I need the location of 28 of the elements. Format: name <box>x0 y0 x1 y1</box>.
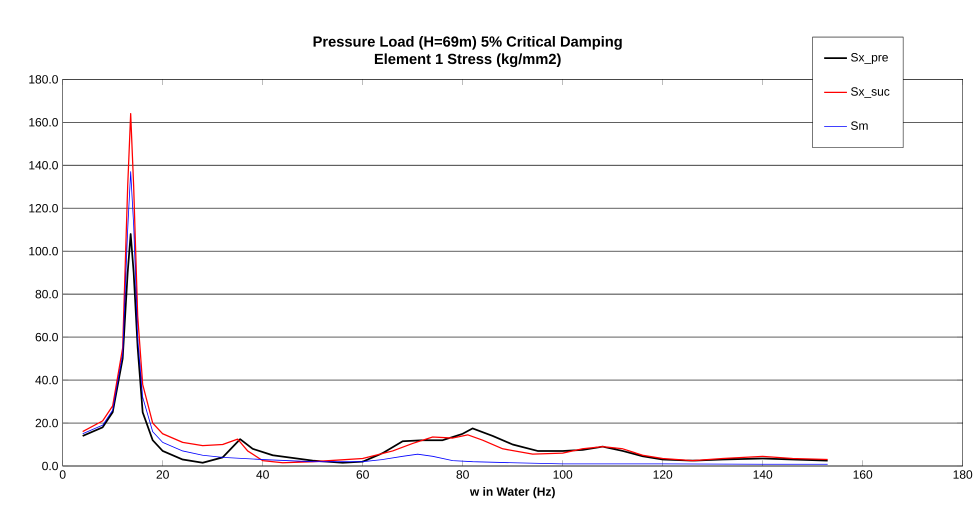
x-axis-title: w in Water (Hz) <box>470 487 555 498</box>
x-tick-label: 60 <box>356 470 369 479</box>
legend-label: Sm <box>851 121 868 130</box>
x-tick-label: 20 <box>156 470 169 479</box>
x-tick-label: 180 <box>954 470 972 479</box>
x-tick-label: 100 <box>554 470 572 479</box>
line-series <box>82 233 829 464</box>
line-series <box>82 113 828 464</box>
x-tick-label: 40 <box>256 470 269 479</box>
x-tick-label: 80 <box>456 470 469 479</box>
y-tick-label: 100.0 <box>29 246 58 256</box>
y-tick-label: 60.0 <box>36 332 58 342</box>
y-tick-label: 40.0 <box>35 376 58 384</box>
chart-title: Pressure Load (H=69m) 5% Critical Damping <box>314 36 622 50</box>
chart-subtitle: Element 1 Stress (kg/mm2) <box>374 53 561 68</box>
legend-label: Sx_suc <box>851 87 890 98</box>
x-tick-label: 0 <box>60 470 66 479</box>
legend-label: Sx_pre <box>851 53 888 64</box>
x-tick-label: 160 <box>854 470 872 479</box>
x-tick-label: 140 <box>754 470 772 479</box>
y-tick-label: 120.0 <box>29 204 58 212</box>
y-tick-label: 80.0 <box>36 290 58 298</box>
y-tick-label: 140.0 <box>29 160 58 170</box>
x-tick-label: 120 <box>654 470 672 479</box>
y-tick-label: 180.0 <box>29 75 58 84</box>
y-tick-label: 0.0 <box>42 462 58 470</box>
y-tick-label: 20.0 <box>36 418 58 428</box>
y-tick-label: 160.0 <box>29 118 58 127</box>
